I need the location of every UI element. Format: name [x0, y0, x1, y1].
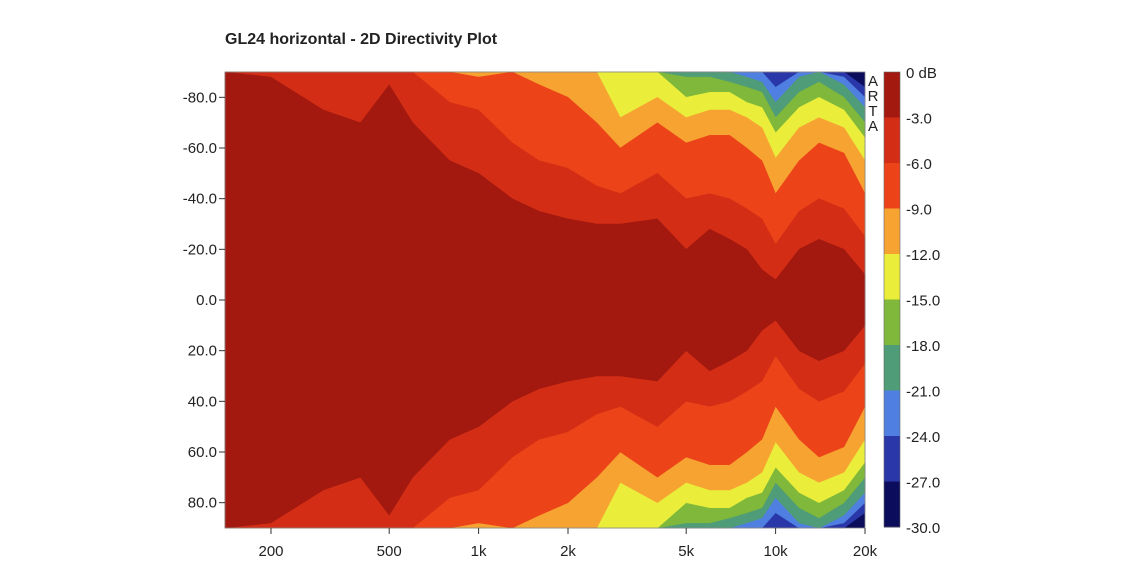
colorbar-label: -24.0 — [906, 429, 940, 446]
y-tick-label: 60.0 — [188, 444, 217, 461]
y-tick-label: -80.0 — [183, 89, 217, 106]
x-axis: 200 500 1k 2k 5k 10k 20k — [258, 528, 878, 560]
x-tick-label: 1k — [471, 543, 487, 560]
colorbar-label: -12.0 — [906, 247, 940, 264]
chart-title: GL24 horizontal - 2D Directivity Plot — [225, 31, 498, 48]
y-tick-label: 0.0 — [196, 292, 217, 309]
colorbar-label: -30.0 — [906, 520, 940, 537]
colorbar-segment — [884, 208, 900, 255]
colorbar-segment — [884, 299, 900, 346]
y-tick-label: 40.0 — [188, 393, 217, 410]
x-tick-label: 200 — [258, 543, 283, 560]
x-tick-label: 20k — [853, 543, 878, 560]
colorbar-frame — [883, 71, 901, 528]
x-tick-label: 5k — [678, 543, 694, 560]
colorbar-label: -15.0 — [906, 293, 940, 310]
colorbar-segment — [884, 163, 900, 209]
colorbar-segment — [884, 72, 900, 118]
colorbar-segment — [884, 345, 900, 391]
colorbar-label: -6.0 — [906, 156, 932, 173]
colorbar: 0 dB -3.0 -6.0 -9.0 -12.0 -15.0 -18.0 -21.0 -24.… — [883, 65, 940, 537]
y-tick-label: 20.0 — [188, 343, 217, 360]
colorbar-label: -27.0 — [906, 475, 940, 492]
y-tick-label: -20.0 — [183, 241, 217, 258]
colorbar-label: -21.0 — [906, 384, 940, 401]
y-tick-label: -40.0 — [183, 191, 217, 208]
colorbar-segment — [884, 481, 900, 528]
colorbar-label: -3.0 — [906, 111, 932, 128]
x-tick-label: 2k — [560, 543, 576, 560]
colorbar-segment — [884, 436, 900, 482]
colorbar-segment — [884, 390, 900, 437]
colorbar-label: -9.0 — [906, 202, 932, 219]
colorbar-label: -18.0 — [906, 338, 940, 355]
x-tick-label: 500 — [377, 543, 402, 560]
y-tick-label: -60.0 — [183, 140, 217, 157]
y-tick-label: 80.0 — [188, 495, 217, 512]
plot-area — [224, 71, 866, 529]
x-tick-label: 10k — [764, 543, 789, 560]
y-axis: -80.0 -60.0 -40.0 -20.0 0.0 20.0 40.0 60.0 80.0 — [183, 89, 225, 512]
colorbar-segment — [884, 254, 900, 300]
colorbar-label: 0 dB — [906, 65, 937, 82]
colorbar-segment — [884, 117, 900, 164]
